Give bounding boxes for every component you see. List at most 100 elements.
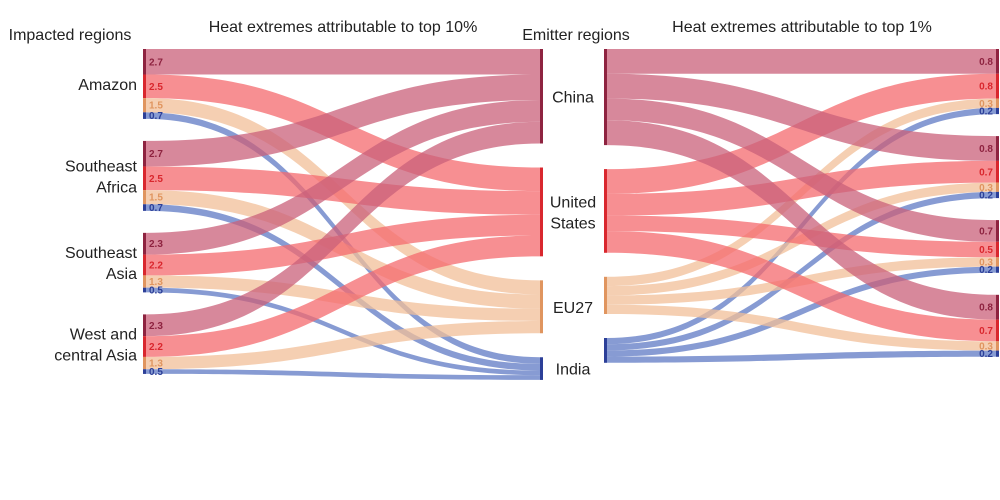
region-bar-top10-west-and-central-asia xyxy=(143,369,146,374)
value-label-top10: 2.3 xyxy=(149,239,163,250)
flow-top10-west-and-central-asia-china xyxy=(146,121,540,337)
emitter-bar-right-india xyxy=(604,338,607,363)
emitter-bar-left-eu27 xyxy=(540,280,543,334)
flow-top1-china-amazon xyxy=(607,49,996,74)
region-bar-top1-west-and-central-asia xyxy=(996,341,999,351)
region-bar-top10-southeast-africa xyxy=(143,166,146,191)
region-bar-top1-southeast-asia xyxy=(996,241,999,258)
value-label-top1: 0.7 xyxy=(979,167,993,178)
flow-top10-southeast-asia-china xyxy=(146,100,540,255)
value-label-top10: 0.7 xyxy=(149,203,163,214)
region-bar-top1-southeast-asia xyxy=(996,266,999,273)
impacted-region-wc-asia: central Asia xyxy=(54,348,137,365)
flow-top1-china-west-and-central-asia xyxy=(607,120,996,320)
value-label-top1: 0.8 xyxy=(979,303,993,314)
left-panel-title: Heat extremes attributable to top 10% xyxy=(209,19,478,36)
region-bar-top1-west-and-central-asia xyxy=(996,350,999,357)
emitter-bar-left-united-states xyxy=(540,167,543,257)
value-label-top10: 1.5 xyxy=(149,193,163,204)
region-bar-top10-west-and-central-asia xyxy=(143,336,146,357)
value-label-top10: 2.7 xyxy=(149,149,163,160)
value-label-top1: 0.7 xyxy=(979,326,993,337)
value-label-top10: 1.3 xyxy=(149,277,163,288)
emitter-bar-right-united-states xyxy=(604,169,607,253)
region-bar-top10-southeast-africa xyxy=(143,190,146,205)
flow-top10-amazon-china xyxy=(146,49,540,75)
region-bar-top10-southeast-asia xyxy=(143,275,146,288)
region-bar-top1-west-and-central-asia xyxy=(996,319,999,342)
value-label-top1: 0.3 xyxy=(979,341,993,352)
value-label-top10: 2.5 xyxy=(149,174,163,185)
flow-top1-china-southeast-africa xyxy=(607,73,996,161)
right-panel-title: Heat extremes attributable to top 1% xyxy=(672,19,932,36)
region-bar-top10-southeast-asia xyxy=(143,287,146,293)
flow-top10-southeast-asia-india xyxy=(146,287,540,376)
flow-top10-west-and-central-asia-eu27 xyxy=(146,320,540,370)
region-bar-top1-amazon xyxy=(996,73,999,99)
flow-top10-southeast-asia-united-states xyxy=(146,214,540,276)
emitter-region-eu27: EU27 xyxy=(553,300,593,317)
region-bar-top1-southeast-africa xyxy=(996,136,999,161)
value-label-top1: 0.3 xyxy=(979,99,993,110)
value-label-top10: 2.5 xyxy=(149,82,163,93)
flow-top1-united-states-west-and-central-asia xyxy=(607,231,996,342)
impacted-regions-header: Impacted regions xyxy=(9,27,132,44)
value-label-top10: 0.7 xyxy=(149,111,163,122)
value-label-top1: 0.8 xyxy=(979,57,993,68)
value-label-top10: 2.3 xyxy=(149,321,163,332)
value-label-top1: 0.5 xyxy=(979,245,993,256)
impacted-region-se-africa: Africa xyxy=(96,179,137,196)
flow-top1-united-states-southeast-africa xyxy=(607,160,996,216)
region-bar-top1-southeast-asia xyxy=(996,220,999,242)
flow-top1-china-southeast-asia xyxy=(607,98,996,242)
region-bar-top10-southeast-africa xyxy=(143,204,146,211)
region-bar-top10-southeast-asia xyxy=(143,254,146,276)
region-bar-top1-southeast-africa xyxy=(996,182,999,192)
flow-top10-southeast-africa-china xyxy=(146,74,540,167)
emitter-region-us: States xyxy=(550,215,595,232)
region-bar-top1-west-and-central-asia xyxy=(996,294,999,320)
region-bar-top1-amazon xyxy=(996,107,999,115)
emitter-bar-left-china xyxy=(540,49,543,144)
emitter-bar-right-eu27 xyxy=(604,276,607,314)
emitter-region-china: China xyxy=(552,89,594,106)
region-bar-top10-amazon xyxy=(143,98,146,113)
flow-top10-west-and-central-asia-united-states xyxy=(146,235,540,357)
labels: 2.7 0.82.5 0.81.5 0.30.7 0.22.7 0.82.50.71.50… xyxy=(54,57,993,379)
flow-top1-india-southeast-africa xyxy=(607,191,996,351)
impacted-region-se-asia: Southeast xyxy=(65,245,138,262)
impacted-region-se-africa: Southeast xyxy=(65,158,138,175)
value-label-top1: 0.2 xyxy=(979,349,993,360)
value-label-top10: 1.5 xyxy=(149,101,163,112)
region-bar-top1-amazon xyxy=(996,98,999,108)
region-bar-top1-southeast-africa xyxy=(996,191,999,199)
value-label-top10: 0.5 xyxy=(149,367,163,378)
value-label-top1: 0.3 xyxy=(979,183,993,194)
value-label-top10: 2.2 xyxy=(149,260,163,271)
flow-top1-india-west-and-central-asia xyxy=(607,350,996,363)
emitter-bar-left-india xyxy=(540,357,543,380)
value-label-top10: 0.5 xyxy=(149,286,163,297)
value-label-top1: 0.3 xyxy=(979,257,993,268)
flow-top1-united-states-southeast-asia xyxy=(607,215,996,258)
region-bar-top10-west-and-central-asia xyxy=(143,314,146,337)
flow-top1-india-southeast-asia xyxy=(607,266,996,357)
flow-top10-west-and-central-asia-india xyxy=(146,369,540,380)
emitter-bar-right-china xyxy=(604,49,607,146)
value-label-top1: 0.2 xyxy=(979,107,993,118)
emitter-region-us: United xyxy=(550,194,596,211)
flow-top1-united-states-amazon xyxy=(607,73,996,194)
region-bar-top10-amazon xyxy=(143,49,146,75)
flow-top10-southeast-africa-united-states xyxy=(146,166,540,215)
value-label-top10: 2.2 xyxy=(149,342,163,353)
value-label-top10: 2.7 xyxy=(149,57,163,68)
impacted-region-se-asia: Asia xyxy=(106,266,137,283)
region-bar-top1-amazon xyxy=(996,49,999,74)
node-bars xyxy=(143,49,999,380)
emitter-regions-header: Emitter regions xyxy=(522,27,630,44)
impacted-region-wc-asia: West and xyxy=(70,327,137,344)
value-label-top1: 0.8 xyxy=(979,82,993,93)
region-bar-top10-west-and-central-asia xyxy=(143,356,146,370)
value-label-top10: 1.3 xyxy=(149,359,163,370)
